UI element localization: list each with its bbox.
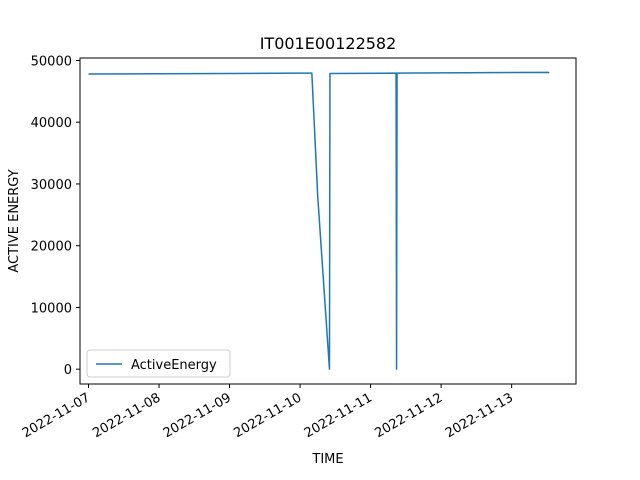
y-tick-label: 40000 <box>31 116 72 131</box>
series-line-activeenergy <box>88 71 550 370</box>
y-tick-label: 30000 <box>31 178 72 193</box>
y-tick-label: 20000 <box>31 240 72 255</box>
legend: ActiveEnergy <box>86 349 231 378</box>
y-tick-label: 10000 <box>31 301 72 316</box>
axes-frame <box>79 57 577 385</box>
x-axis-label: TIME <box>311 452 343 467</box>
y-axis: 0 10000 20000 30000 40000 50000 <box>31 54 80 378</box>
y-tick-label: 0 <box>64 363 72 378</box>
y-tick-label: 50000 <box>31 54 72 69</box>
y-axis-label: ACTIVE ENERGY <box>7 169 22 272</box>
legend-box <box>86 349 231 378</box>
legend-label-activeenergy: ActiveEnergy <box>131 358 217 373</box>
chart-title: IT001E00122582 <box>260 34 397 53</box>
plot-area <box>88 71 550 370</box>
